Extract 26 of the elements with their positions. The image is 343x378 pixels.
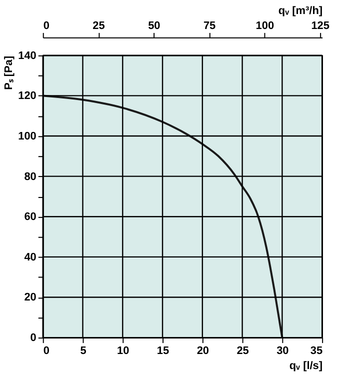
- x2-tick-label: 100: [256, 20, 274, 32]
- y-tick-label: 100: [18, 130, 36, 142]
- y-tick-label: 140: [18, 50, 36, 62]
- y-tick-label: 0: [30, 332, 36, 344]
- x2-tick-label: 0: [43, 20, 50, 32]
- x-tick-label: 30: [276, 345, 289, 358]
- x-tick-label: 0: [43, 345, 50, 358]
- x-tick-label: 25: [236, 345, 249, 358]
- y-tick-label: 40: [24, 251, 36, 264]
- x2-axis-title: qᵥ [m³/h]: [278, 5, 323, 18]
- x-tick-label: 10: [117, 345, 130, 358]
- x2-tick-label: 125: [311, 20, 330, 32]
- y-axis-title: Pₛ [Pa]: [3, 56, 16, 90]
- x-tick-label: 35: [310, 345, 323, 358]
- x2-tick-label: 75: [203, 20, 216, 32]
- y-tick-label: 120: [18, 90, 36, 102]
- y-tick-label: 80: [24, 170, 36, 183]
- line-series: [42, 94, 284, 338]
- x-tick-label: 15: [156, 345, 170, 358]
- x-tick-label: 20: [196, 345, 209, 358]
- x2-tick-label: 50: [148, 20, 160, 32]
- x-tick-label: 5: [80, 345, 86, 358]
- y-tick-label: 60: [24, 211, 36, 224]
- x-axis-title: qᵥ [l/s]: [289, 360, 323, 372]
- y-tick-label: 20: [24, 292, 36, 304]
- x2-tick-label: 25: [92, 20, 105, 32]
